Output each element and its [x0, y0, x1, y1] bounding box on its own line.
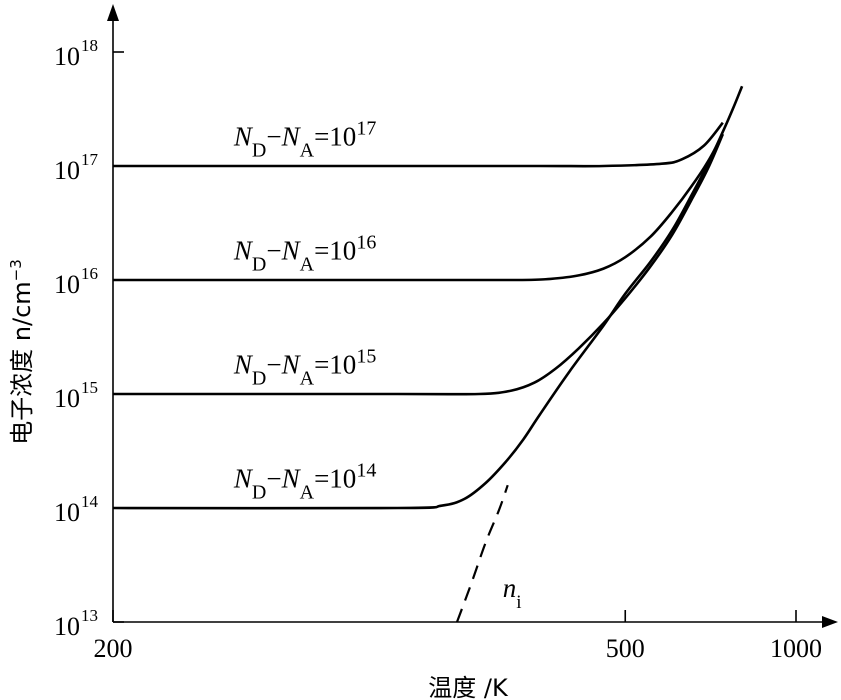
y-tick-label: 10 14 [54, 492, 99, 527]
y-tick-base: 10 [54, 384, 80, 413]
x-axis-arrow-icon [822, 616, 838, 628]
y-tick-exponent: 17 [81, 150, 99, 169]
y-tick-label: 10 13 [54, 606, 98, 641]
x-axis-title: 温度 /K [428, 674, 509, 700]
x-tick-label: 200 [94, 634, 133, 663]
y-tick-base: 10 [54, 498, 80, 527]
y-tick-base: 10 [54, 270, 80, 299]
y-tick-exponent: 15 [81, 378, 98, 397]
series-layer [112, 85, 744, 623]
series-label-17: ND−NA=1017 [233, 117, 376, 161]
series-line-14 [112, 85, 744, 510]
y-tick-label: 10 17 [54, 150, 99, 185]
x-tick-label: 1000 [770, 634, 822, 663]
y-tick-label: 10 18 [54, 36, 98, 71]
y-axis-title-text: 电子浓度 n/cm [8, 281, 36, 445]
series-label-ni: ni [503, 573, 522, 613]
svg-text:电子浓度 n/cm−3: 电子浓度 n/cm−3 [7, 259, 36, 445]
y-tick-exponent: 16 [81, 264, 98, 283]
y-tick-base: 10 [54, 156, 80, 185]
series-labels: ND−NA=1017 ND−NA=1016 ND−NA=1015 ND−NA=1014… [233, 117, 522, 612]
series-line-16 [113, 133, 724, 282]
series-label-15: ND−NA=1015 [233, 345, 376, 389]
y-tick-label: 10 16 [54, 264, 98, 299]
series-label-16: ND−NA=1016 [233, 231, 376, 275]
series-line-15 [113, 133, 724, 396]
y-tick-base: 10 [54, 612, 80, 641]
y-axis-title-exponent: −3 [7, 259, 25, 281]
axes [107, 4, 838, 628]
y-tick-exponent: 14 [81, 492, 99, 511]
series-line-17 [113, 121, 724, 168]
y-tick-exponent: 13 [81, 606, 98, 625]
series-line-ni [455, 484, 509, 623]
y-tick-label: 10 15 [54, 378, 98, 413]
y-tick-exponent: 18 [81, 36, 98, 55]
x-ticks: 200 500 1000 [94, 610, 822, 663]
y-axis-title: 电子浓度 n/cm−3 [7, 259, 36, 445]
series-label-14: ND−NA=1014 [233, 459, 376, 503]
y-tick-base: 10 [54, 42, 80, 71]
y-axis-arrow-icon [107, 4, 119, 21]
x-tick-label: 500 [606, 634, 645, 663]
